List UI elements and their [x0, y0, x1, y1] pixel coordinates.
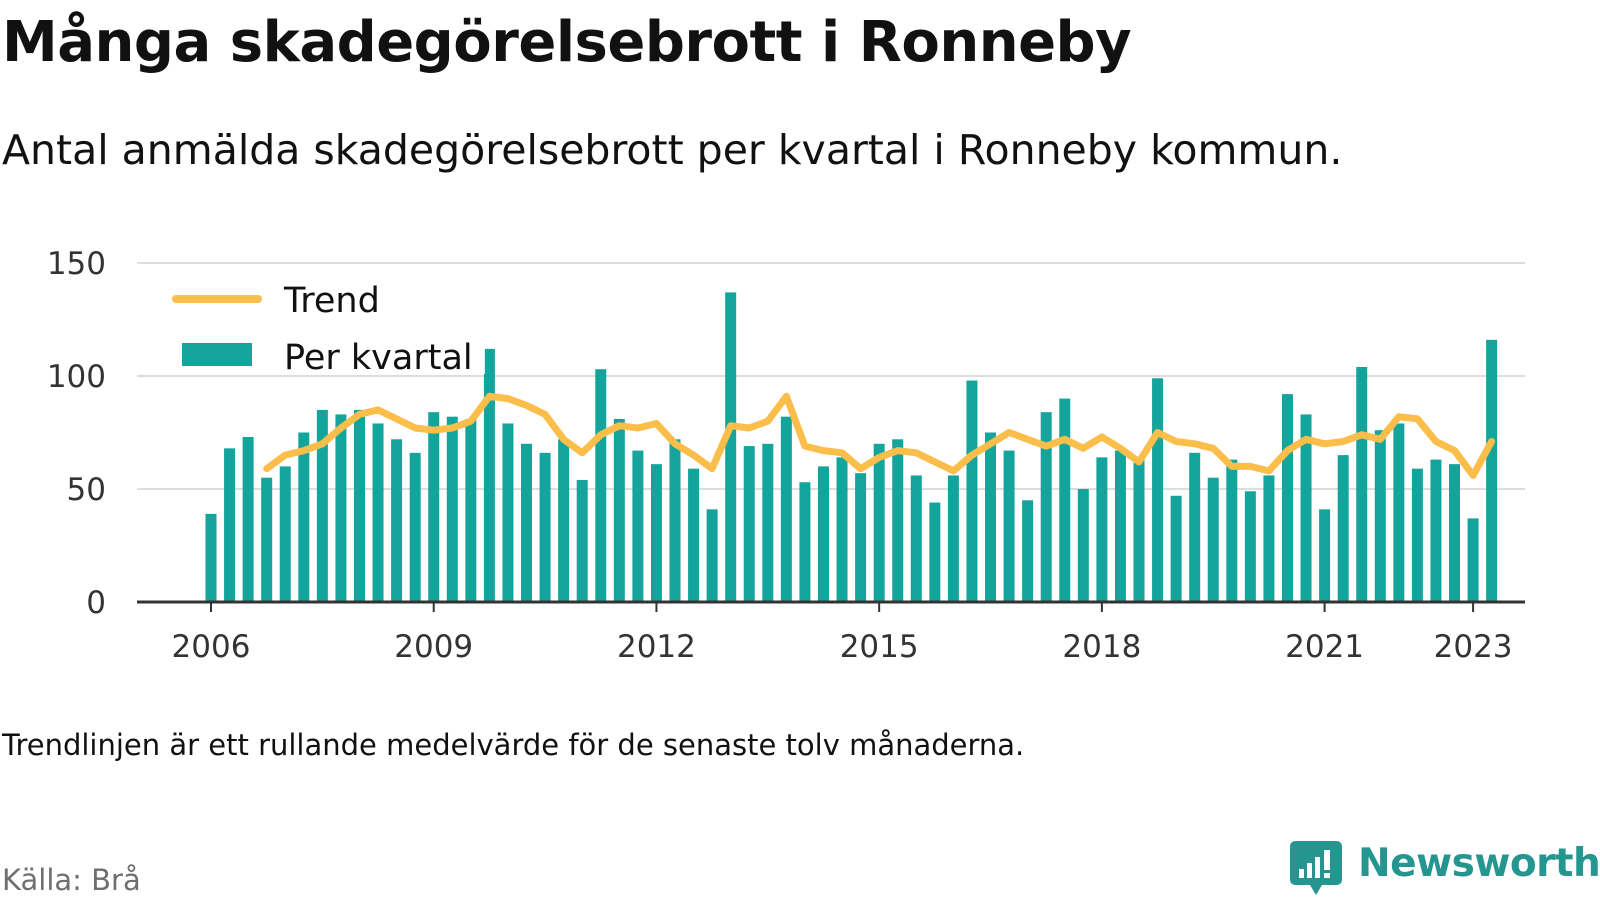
x-tick-label-2009: 2009 — [394, 629, 473, 665]
bar — [539, 452, 551, 602]
bar — [1281, 394, 1293, 602]
bar — [855, 473, 867, 602]
bar — [1207, 477, 1219, 602]
x-tick-label-2023: 2023 — [1434, 629, 1513, 665]
x-axis: 2006 2009 2012 2015 2018 2021 2023 — [137, 600, 1525, 665]
bar — [1486, 339, 1498, 602]
bar — [1003, 450, 1015, 602]
source-credit: Källa: Brå — [2, 863, 141, 897]
bar — [428, 412, 440, 602]
bar — [780, 416, 792, 602]
bar — [1152, 378, 1164, 602]
bar — [1356, 366, 1368, 602]
bar — [1077, 489, 1089, 602]
bar — [521, 443, 533, 602]
bar — [1189, 452, 1201, 602]
x-tick-label-2021: 2021 — [1285, 629, 1364, 665]
x-tick-label-2006: 2006 — [172, 629, 251, 665]
bar — [1244, 491, 1256, 602]
bar — [1337, 455, 1349, 602]
bar — [947, 475, 959, 602]
bar — [688, 468, 700, 602]
bar — [409, 452, 421, 602]
x-tick-label-2012: 2012 — [617, 629, 696, 665]
newsworthy-logo: Newsworthy — [1290, 839, 1600, 899]
bar — [483, 348, 495, 602]
bar — [1319, 509, 1331, 602]
bar-line-chart: 0 50 100 150 2006 2009 2012 2015 2018 2021 2023 T… — [47, 246, 1525, 665]
bar — [595, 369, 607, 602]
bar — [391, 439, 403, 602]
bar — [298, 432, 310, 602]
bar — [558, 439, 570, 602]
bar — [1096, 457, 1108, 602]
bar — [613, 418, 625, 602]
bar — [1411, 468, 1423, 602]
x-tick-label-2015: 2015 — [840, 629, 919, 665]
bar — [929, 502, 941, 602]
bar — [1393, 423, 1405, 602]
newsworthy-logo-icon — [1290, 841, 1342, 895]
bar — [1040, 412, 1052, 602]
bar — [335, 414, 347, 602]
bar — [1170, 495, 1182, 602]
x-tick-label-2018: 2018 — [1062, 629, 1141, 665]
bar — [279, 466, 291, 602]
trend-line-layer — [263, 392, 1496, 479]
bar — [1449, 464, 1461, 602]
bar — [650, 464, 662, 602]
legend-trend-label: Trend — [283, 281, 380, 321]
bar — [1133, 459, 1145, 602]
bar — [353, 409, 365, 602]
y-tick-label-0: 0 — [86, 585, 106, 621]
bar — [1114, 450, 1126, 602]
bar — [892, 439, 904, 602]
legend-bars-swatch — [182, 343, 252, 366]
y-tick-label-100: 100 — [47, 359, 106, 395]
bar — [1022, 500, 1034, 602]
bars-per-kvartal — [205, 292, 1498, 602]
bar — [1226, 459, 1238, 602]
chart-subtitle: Antal anmälda skadegörelsebrott per kvar… — [2, 126, 1343, 174]
bar — [669, 439, 681, 602]
bar — [873, 443, 885, 602]
bar — [316, 409, 328, 602]
y-tick-label-150: 150 — [47, 246, 106, 282]
bar — [1430, 459, 1442, 602]
bar — [1059, 398, 1071, 602]
y-axis-ticks: 0 50 100 150 — [47, 246, 106, 621]
bar — [743, 446, 755, 602]
gridlines — [137, 262, 1525, 490]
legend: Trend Per kvartal — [165, 270, 485, 378]
bar — [799, 482, 811, 602]
bar — [502, 423, 514, 602]
bar — [762, 443, 774, 602]
bar — [446, 416, 458, 602]
bar — [817, 466, 829, 602]
bar — [576, 479, 588, 602]
bar — [836, 457, 848, 602]
bar — [242, 437, 254, 602]
bar — [706, 509, 718, 602]
bar — [632, 450, 644, 602]
bar — [1263, 475, 1275, 602]
bar — [910, 475, 922, 602]
chart-title: Många skadegörelsebrott i Ronneby — [2, 10, 1132, 75]
bar — [465, 418, 477, 602]
bar — [1374, 430, 1386, 602]
bar — [985, 432, 997, 602]
bar — [966, 380, 978, 602]
chart-note: Trendlinjen är ett rullande medelvärde f… — [2, 728, 1025, 762]
bar — [205, 513, 217, 602]
bar — [725, 292, 737, 602]
newsworthy-logo-text: Newsworthy — [1358, 841, 1600, 886]
y-tick-label-50: 50 — [67, 472, 106, 508]
bar — [261, 477, 273, 602]
trend-line — [263, 392, 1496, 479]
legend-bars-label: Per kvartal — [284, 338, 473, 378]
bar — [1467, 518, 1479, 602]
bar — [1300, 414, 1312, 602]
bar — [372, 423, 384, 602]
bar — [224, 448, 236, 602]
